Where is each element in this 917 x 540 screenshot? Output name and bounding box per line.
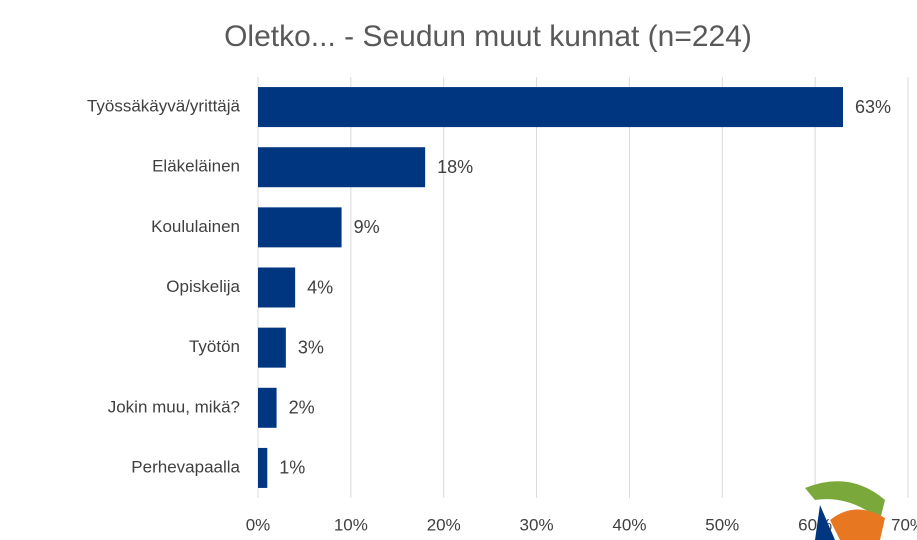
y-tick-label: Työssäkäyvä/yrittäjä [87,97,241,116]
x-tick-label: 20% [427,515,461,534]
y-tick-label: Jokin muu, mikä? [108,397,240,416]
y-tick-label: Opiskelija [166,277,240,296]
y-tick-label: Eläkeläinen [152,157,240,176]
plot-area: 0%10%20%30%40%50%60%70%Työssäkäyvä/yritt… [87,77,917,534]
x-tick-label: 40% [612,515,646,534]
x-tick-label: 30% [520,515,554,534]
chart-title: Oletko... - Seudun muut kunnat (n=224) [224,20,752,53]
data-label: 63% [855,97,891,117]
x-tick-label: 0% [246,515,271,534]
y-tick-label: Työtön [189,337,240,356]
bar [258,147,426,188]
y-tick-label: Perhevapaalla [131,457,240,476]
data-label: 9% [354,217,380,237]
data-label: 4% [307,277,333,297]
logo [805,481,885,540]
data-label: 2% [289,398,315,418]
x-tick-label: 70% [891,515,917,534]
data-label: 18% [437,157,473,177]
bar [258,387,277,428]
bar [258,327,286,368]
x-tick-label: 10% [334,515,368,534]
data-label: 1% [279,458,305,478]
bar [258,207,342,248]
bar [258,447,268,488]
bar [258,267,296,308]
data-label: 3% [298,337,324,357]
y-tick-label: Koululainen [151,217,240,236]
bar [258,87,843,128]
x-tick-label: 50% [705,515,739,534]
